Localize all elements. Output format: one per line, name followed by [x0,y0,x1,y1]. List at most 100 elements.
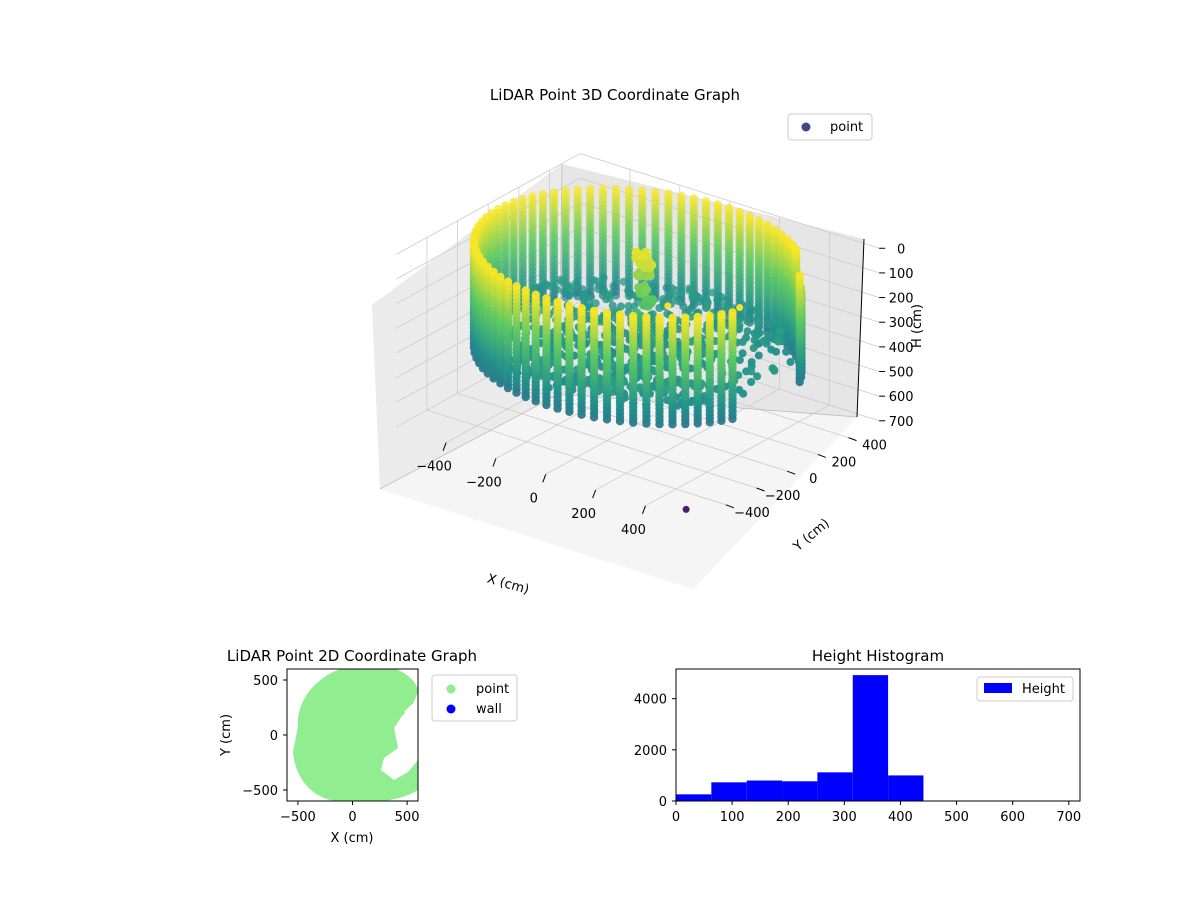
lidar-point [747,367,756,376]
lidar-point [629,311,638,321]
lidar-point [754,319,763,328]
lidar-point [666,291,674,299]
lidar-point [509,197,518,207]
lidar-point [661,385,670,394]
lidar-point [632,270,642,280]
histogram-x-tick-label: 100 [720,810,745,825]
x-axis-3d: −400 −200 0 200 400 [416,442,646,538]
chart-2d-x-tick-label: 500 [395,810,420,825]
lidar-point [673,296,682,305]
lidar-point [501,201,510,210]
lidar-point [735,356,744,365]
grid-line-3d [426,409,727,506]
lidar-point [681,313,690,322]
chart-2d-y-tick-label: 0 [270,729,278,744]
x-tick-label-3d: 200 [571,507,596,522]
lidar-point [651,187,660,197]
y-tick-3d [756,487,765,492]
lidar-point [518,194,527,204]
chart-2d-legend-wall-marker [446,704,456,714]
lidar-point [496,272,505,282]
lidar-point [646,271,655,281]
lidar-point [776,327,785,336]
y-tick-3d [848,437,857,442]
x-tick-3d [442,442,447,451]
lidar-point [682,505,690,513]
lidar-point [591,299,600,308]
lidar-point [738,338,747,346]
z-axis-3d: 0 100 200 300 400 500 600 700 [856,238,914,430]
histogram-axes: 0 100 200 300 400 500 600 700 0 2000 4000 [634,693,1081,825]
x-tick-label-3d: −200 [466,475,502,490]
y-tick-3d [817,453,827,458]
chart-2d-plot-area [293,669,418,801]
histogram-legend: Height [976,676,1074,702]
lidar-point [745,211,754,221]
lidar-point [557,277,566,286]
x-tick-label-3d: −400 [416,460,452,475]
histogram-bar [676,794,712,801]
lidar-point [743,327,752,336]
z-tick-label-3d: 200 [889,292,914,307]
chart-3d-floor-pane [380,394,857,589]
lidar-point [777,230,786,239]
lidar-point [596,341,605,349]
histogram-bar [746,780,783,801]
lidar-point [624,302,633,311]
lidar-point [763,220,772,230]
lidar-point [664,302,672,310]
lidar-point [695,297,704,306]
lidar-point [750,336,759,344]
lidar-point [599,273,608,282]
histogram-x-tick-label: 300 [832,810,857,825]
y-axis-3d: −400 −200 0 200 400 [725,437,887,521]
chart-2d-legend-point-label: point [476,682,509,697]
lidar-point [728,308,737,317]
histogram-title: Height Histogram [812,647,944,665]
lidar-point [721,296,730,305]
lidar-point [754,351,763,360]
histogram-legend-label: Height [1022,682,1065,697]
lidar-point [636,383,644,392]
lidar-point [565,301,574,310]
lidar-point [544,281,553,290]
z-tick-label-3d: 100 [889,267,914,282]
y-tick-label-3d: −200 [765,489,801,504]
lidar-point [611,184,621,194]
lidar-point [598,184,608,193]
chart-2d-x-tick-label: 0 [348,810,356,825]
lidar-point [624,185,634,194]
height-histogram: Height Histogram 0 100 200 300 400 500 600 7000… [634,647,1081,825]
lidar-point [701,197,711,206]
lidar-point [705,311,714,320]
lidar-point [605,294,614,303]
lidar-point [585,184,595,194]
grid-line-3d [396,153,581,255]
lidar-point [754,216,764,225]
histogram-legend-swatch [984,683,1012,693]
chart-3d-title: LiDAR Point 3D Coordinate Graph [490,86,740,104]
z-tick-label-3d: 300 [889,316,914,331]
lidar-point [619,277,628,286]
z-tick-label-3d: 700 [889,415,914,430]
lidar-point [684,306,693,315]
lidar-point [770,366,779,375]
x-tick-3d [592,489,597,499]
lidar-point [564,291,573,299]
lidar-point [693,312,702,322]
lidar-point [664,189,673,198]
chart-3d: LiDAR Point 3D Coordinate Graph −400 −200… [372,86,925,598]
histogram-bar [817,772,853,801]
lidar-point [753,304,762,313]
lidar-point [643,301,653,311]
histogram-x-tick-label: 500 [944,810,969,825]
histogram-y-tick-label: 4000 [634,693,667,708]
x-tick-label-3d: 400 [621,523,646,538]
lidar-point [792,245,801,255]
lidar-point [521,286,530,295]
lidar-point [503,277,513,286]
lidar-point [638,186,647,195]
lidar-point [493,204,503,214]
lidar-point [668,313,677,322]
lidar-point [739,389,748,398]
